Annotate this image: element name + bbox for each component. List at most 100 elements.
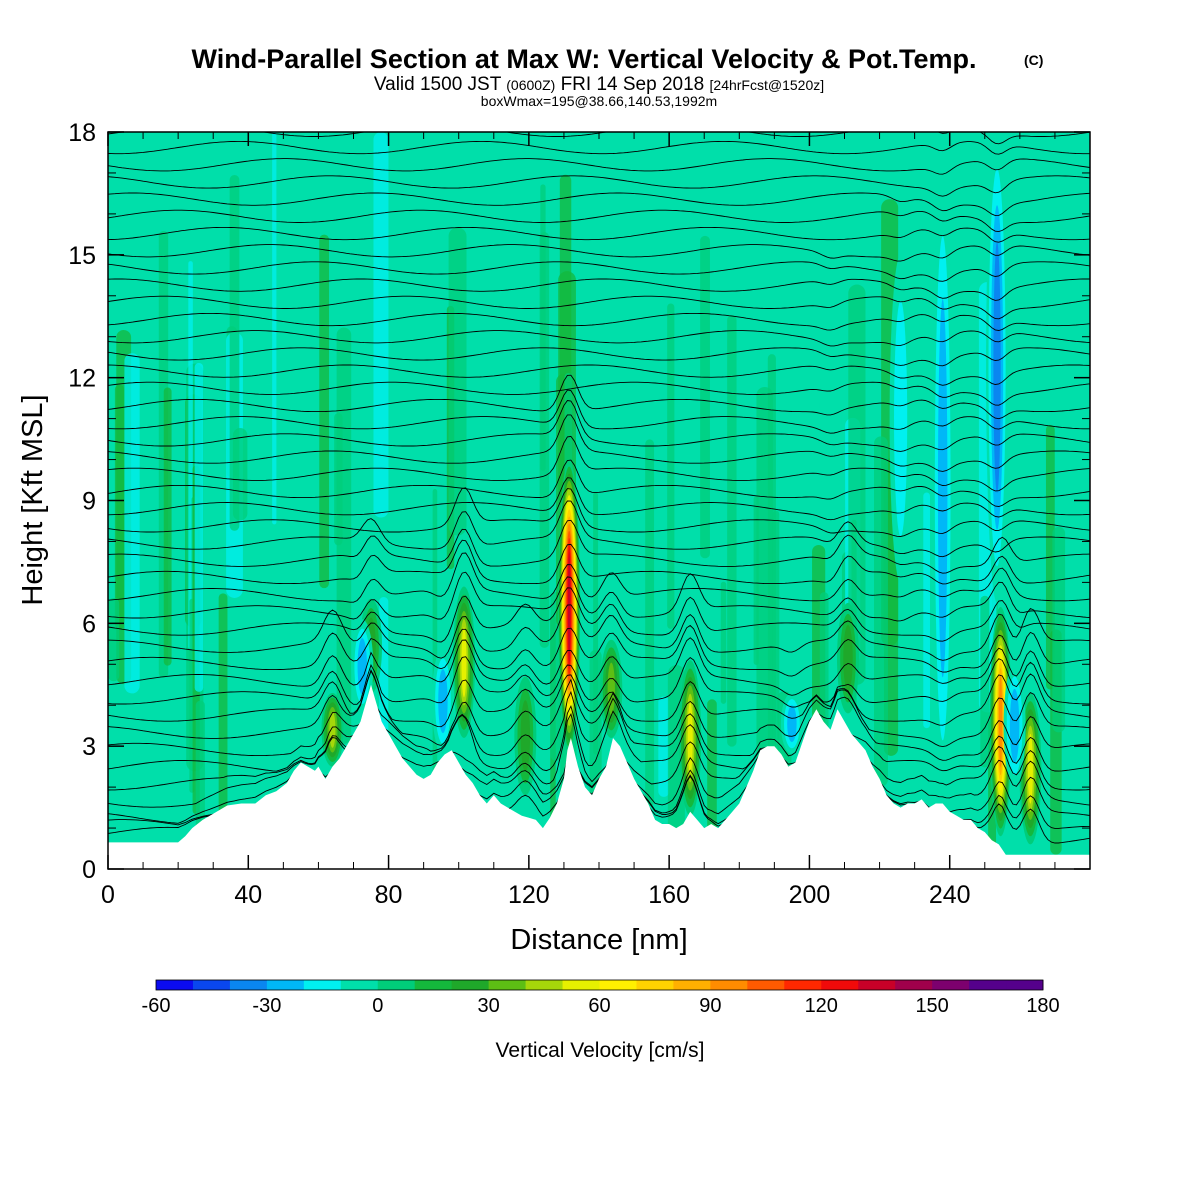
isentrope-line xyxy=(108,347,1090,367)
field-streak xyxy=(667,303,675,629)
colorbar-swatch xyxy=(710,980,748,990)
downdraft-core xyxy=(993,241,1001,493)
field-streak xyxy=(645,439,655,807)
colorbar-swatch xyxy=(156,980,194,990)
field-streak xyxy=(373,132,389,518)
isentrope-line xyxy=(108,668,1090,728)
x-tick-label: 120 xyxy=(508,881,550,909)
updraft-core xyxy=(607,662,615,716)
isentrope-line xyxy=(108,414,1090,472)
colorbar-swatch xyxy=(784,980,822,990)
updraft-core xyxy=(687,702,693,774)
colorbar-swatch xyxy=(821,980,859,990)
isentrope-line xyxy=(108,690,1090,761)
colorbar-swatch xyxy=(1006,980,1044,990)
updraft-core xyxy=(567,552,571,662)
colorbar-swatch xyxy=(414,980,453,990)
potential-temperature-contours xyxy=(108,107,1090,844)
colorbar-tick-label: 150 xyxy=(915,995,948,1017)
isentrope-line xyxy=(108,727,1090,808)
y-tick-label: 12 xyxy=(68,365,96,393)
colorbar-swatch xyxy=(525,980,564,990)
colorbar-swatch xyxy=(673,980,711,990)
field-streak xyxy=(108,598,120,682)
colorbar-swatch xyxy=(747,980,785,990)
y-tick-label: 18 xyxy=(68,119,96,147)
isentrope-line xyxy=(108,704,1090,772)
downdraft-core xyxy=(357,638,367,695)
colorbar-swatch xyxy=(229,980,268,990)
isentrope-line xyxy=(108,487,1090,537)
field-streak xyxy=(727,315,737,747)
field-streak xyxy=(1052,526,1066,733)
isentrope-line xyxy=(108,477,1090,521)
valid-date: FRI 14 Sep 2018 xyxy=(561,74,705,95)
isentrope-line xyxy=(108,244,1090,262)
isentrope-line xyxy=(108,381,1090,406)
field-streak xyxy=(336,327,352,744)
isentrope-line xyxy=(108,459,1090,507)
colorbar-swatch xyxy=(488,980,527,990)
isentrope-line xyxy=(108,656,1090,708)
isentrope-line xyxy=(108,400,1090,452)
field-streak xyxy=(229,175,240,531)
x-tick-label: 240 xyxy=(929,881,971,909)
isentrope-line xyxy=(108,519,1090,574)
colorbar-swatch xyxy=(969,980,1007,990)
isentrope-line xyxy=(108,604,1090,661)
chart-title: Wind-Parallel Section at Max W: Vertical… xyxy=(192,44,977,74)
field-streak xyxy=(218,593,228,828)
colorbar-swatch xyxy=(932,980,970,990)
colorbar-tick-label: 120 xyxy=(805,995,838,1017)
colorbar-tick-label: 30 xyxy=(478,995,500,1017)
colorbar-swatch xyxy=(266,980,305,990)
isentrope-line xyxy=(108,500,1090,558)
downdraft-core xyxy=(787,705,797,743)
colorbar-swatch xyxy=(636,980,674,990)
field-streak xyxy=(707,699,717,834)
isentrope-line xyxy=(108,107,1090,130)
colorbar-swatch xyxy=(192,980,231,990)
isentrope-line xyxy=(108,435,1090,492)
forecast-info: [24hrFcst@1520z] xyxy=(710,77,825,93)
x-tick-label: 80 xyxy=(375,881,403,909)
field-streak xyxy=(700,235,710,559)
plot-area xyxy=(108,107,1090,869)
colorbar-swatch xyxy=(599,980,637,990)
isentrope-line xyxy=(108,261,1090,282)
isentrope-line xyxy=(108,295,1090,320)
field-streak xyxy=(658,696,670,797)
isentrope-line xyxy=(108,330,1090,347)
isentrope-line xyxy=(108,552,1090,603)
field-streak xyxy=(923,492,930,729)
colorbar-frame xyxy=(155,979,1044,991)
colorbar-tick-label: 180 xyxy=(1026,995,1059,1017)
colorbar-swatch xyxy=(377,980,416,990)
field-streak xyxy=(756,386,773,775)
y-tick-label: 15 xyxy=(68,242,96,270)
colorbar-swatch xyxy=(858,980,896,990)
isentrope-line xyxy=(108,712,1090,791)
y-axis: 0 3 6 9 12 15 18 xyxy=(68,119,1090,884)
isentrope-line xyxy=(108,389,1090,434)
isentrope-line xyxy=(108,192,1090,217)
y-axis-label: Height [Kft MSL] xyxy=(17,394,49,605)
updraft-core xyxy=(1027,733,1033,804)
y-tick-label: 3 xyxy=(82,733,96,761)
y-tick-label: 0 xyxy=(82,856,96,884)
chart-subtitle: Valid 1500 JST (0600Z) FRI 14 Sep 2018 [… xyxy=(374,74,824,95)
field-streak xyxy=(124,353,140,694)
colorbar-tick-label: -30 xyxy=(252,995,281,1017)
colorbar-tick-label: 90 xyxy=(699,995,721,1017)
terrain xyxy=(108,684,1090,869)
colorbar-swatch xyxy=(562,980,600,990)
copyright-mark: (C) xyxy=(1024,52,1043,68)
field-streak xyxy=(163,387,172,666)
isentrope-line xyxy=(108,669,1090,748)
isentrope-line xyxy=(108,158,1090,175)
downdraft-core xyxy=(1009,688,1020,763)
downdraft-core xyxy=(819,295,842,542)
isentrope-line xyxy=(108,571,1090,622)
valid-zulu: (0600Z) xyxy=(506,77,555,93)
